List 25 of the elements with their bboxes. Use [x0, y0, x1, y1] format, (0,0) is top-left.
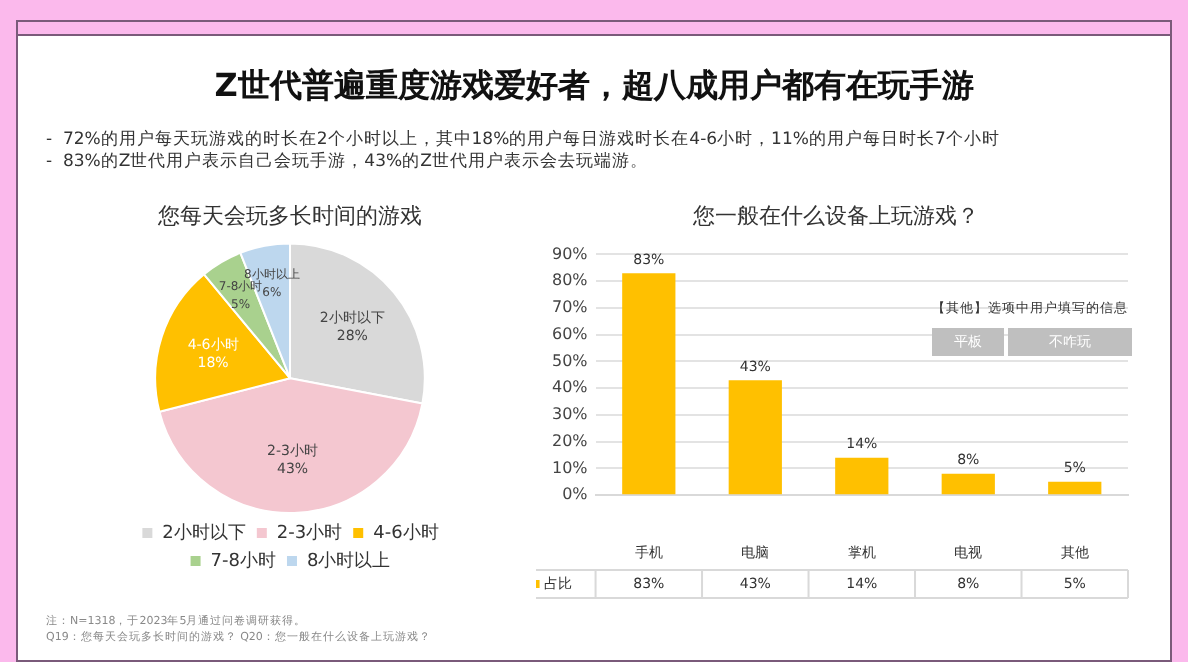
bar	[1048, 481, 1102, 495]
bar	[941, 473, 995, 495]
legend-label: 4-6小时	[373, 521, 439, 544]
chart-title: 您一般在什么设备上玩游戏？	[691, 202, 979, 229]
bar	[835, 457, 889, 495]
legend-label: 2-3小时	[276, 521, 343, 544]
legend-label: 2小时以下	[162, 521, 246, 544]
y-tick-label: 20%	[552, 431, 589, 450]
y-tick-label: 60%	[552, 324, 589, 343]
bar	[622, 273, 676, 495]
y-tick-label: 10%	[552, 458, 589, 477]
legend-label: 8小时以上	[306, 549, 391, 572]
y-tick-label: 40%	[552, 378, 589, 397]
y-tick-label: 0%	[562, 485, 589, 504]
y-tick-label: 30%	[552, 405, 589, 424]
text: - 72%的用户每天玩游戏的时长在2个小时以上，其中18%的用户每日游戏时长在4-6小时，11%的用户每日时长7个小时	[46, 130, 1002, 151]
bar	[728, 380, 782, 495]
y-tick-label: 90%	[552, 244, 589, 263]
legend-label: 7-8小时	[210, 549, 276, 572]
text: Z世代普遍重度游戏爱好者，超八成用户都有在玩手游	[212, 66, 976, 108]
chart-title: 您每天会玩多长时间的游戏	[156, 202, 422, 229]
y-tick-label: 70%	[552, 298, 589, 317]
text: - 83%的Z世代用户表示自己会玩手游，43%的Z世代用户表示会去玩端游。	[46, 152, 650, 174]
y-tick-label: 50%	[552, 351, 589, 370]
y-tick-label: 80%	[552, 271, 589, 290]
